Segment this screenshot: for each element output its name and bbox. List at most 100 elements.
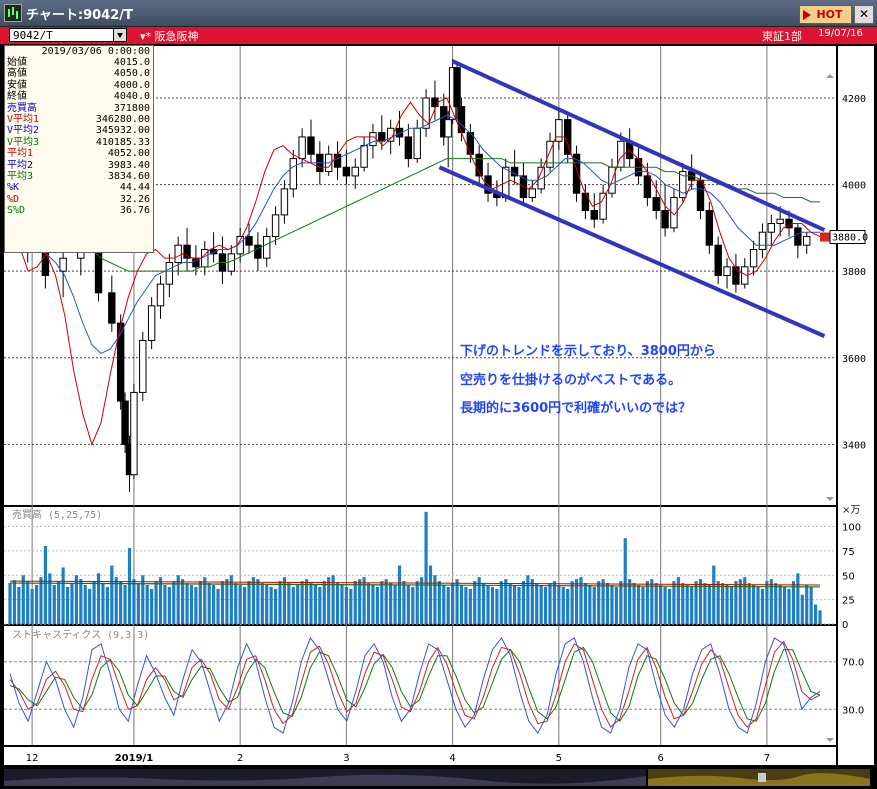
- volume-bar: [446, 586, 450, 624]
- candle-body: [661, 210, 669, 229]
- info-label: V平均3: [7, 136, 40, 148]
- candle-body: [572, 153, 581, 194]
- info-value: 32.26: [119, 193, 150, 205]
- symbol-select[interactable]: 9042/T: [9, 28, 127, 42]
- volume-bar: [30, 588, 34, 624]
- close-button[interactable]: ✕: [854, 5, 874, 24]
- volume-tick-label: 75: [842, 547, 855, 558]
- volume-bar: [769, 579, 773, 624]
- volume-bar: [548, 583, 552, 624]
- info-label: V平均2: [7, 125, 40, 137]
- stoch-tick-label: 70.0: [842, 658, 864, 669]
- volume-bar: [375, 586, 379, 624]
- chart-area[interactable]: 12 2019/1 2 3 4 5 6 7 3400 3600 3800 4000 4200 0 25 50 7…: [0, 44, 877, 789]
- candle-body: [351, 166, 359, 177]
- volume-bar: [725, 585, 729, 624]
- annotation-line-3: 長期的に3600円で利確がいいのでは？: [460, 401, 692, 416]
- stochastic-panel[interactable]: [4, 626, 836, 745]
- volume-bar: [579, 577, 583, 624]
- volume-bar: [39, 577, 43, 624]
- stoch-tick-label: 30.0: [842, 705, 864, 716]
- hot-button[interactable]: HOT: [799, 5, 852, 24]
- volume-bar: [203, 577, 207, 624]
- volume-bar: [782, 586, 787, 624]
- volume-bar: [681, 583, 685, 624]
- volume-bar: [172, 581, 176, 624]
- volume-bar: [667, 588, 672, 624]
- candle-body: [696, 179, 705, 212]
- volume-bar: [765, 581, 769, 624]
- candle-body: [116, 322, 125, 402]
- volume-bar: [787, 588, 791, 624]
- volume-bar: [729, 586, 734, 624]
- volume-bar: [119, 581, 123, 624]
- volume-bar: [752, 585, 756, 624]
- volume-bar: [796, 573, 800, 624]
- candle-body: [767, 223, 776, 233]
- info-value: 410185.33: [95, 136, 150, 148]
- candle-body: [643, 175, 652, 199]
- volume-bar: [433, 575, 437, 624]
- candle-body: [378, 132, 386, 142]
- volume-bar: [805, 585, 809, 624]
- volume-bar: [114, 577, 118, 624]
- info-value: 4050.0: [113, 68, 150, 80]
- time-scrollbar[interactable]: [0, 767, 877, 789]
- volume-bar: [818, 610, 822, 624]
- volume-bar: [406, 585, 410, 624]
- scroll-grip-icon[interactable]: [758, 773, 766, 782]
- candle-body: [422, 97, 430, 129]
- candle-body: [59, 257, 67, 272]
- volume-short-average-line: [9, 580, 821, 586]
- volume-bar: [760, 588, 765, 624]
- price-tick-label: 3800: [842, 267, 866, 278]
- info-label: 終値: [7, 91, 27, 103]
- x-tick-label: 6: [657, 753, 663, 764]
- volume-bar: [504, 579, 508, 624]
- volume-bar: [486, 585, 490, 624]
- volume-bar: [110, 565, 114, 624]
- volume-bar: [207, 583, 211, 624]
- candle-body: [147, 305, 156, 341]
- volume-bar: [220, 581, 225, 624]
- volume-bar: [703, 583, 707, 624]
- volume-bar: [690, 586, 694, 624]
- volume-bar: [181, 579, 185, 624]
- price-layer: [6, 58, 826, 493]
- volume-bar: [459, 585, 464, 624]
- info-value: 346280.00: [95, 113, 150, 125]
- candle-body: [404, 136, 413, 160]
- volume-bar: [366, 583, 371, 624]
- info-label: 安値: [7, 79, 27, 91]
- volume-bar: [641, 586, 645, 624]
- volume-tick-label: 100: [842, 523, 861, 534]
- info-label: %D: [7, 193, 20, 205]
- volume-bar: [79, 579, 83, 624]
- candle-body: [794, 227, 802, 246]
- stoch-slow-d-line: [9, 646, 821, 722]
- candle-body: [360, 145, 368, 168]
- info-label: 平均1: [7, 148, 34, 160]
- candle-body: [581, 192, 590, 212]
- volume-bar: [17, 586, 21, 624]
- volume-bar: [344, 586, 348, 624]
- axis-scroll-up-icon: [826, 74, 834, 78]
- volume-bar: [756, 586, 760, 624]
- volume-bar: [127, 547, 132, 624]
- info-label: S%D: [7, 205, 26, 217]
- volume-bar: [566, 588, 570, 624]
- x-tick-label: 7: [764, 753, 770, 764]
- chevron-down-icon[interactable]: [113, 28, 127, 42]
- candle-body: [369, 132, 377, 147]
- info-row: 終値 4040.0: [5, 91, 153, 102]
- candle-body: [537, 166, 545, 190]
- volume-bar: [141, 575, 145, 624]
- volume-bar: [654, 583, 658, 624]
- volume-bar: [145, 585, 149, 624]
- volume-bar: [650, 579, 654, 624]
- volume-tick-label: 25: [842, 596, 855, 607]
- candle-body: [386, 127, 395, 142]
- info-value: 4052.00: [107, 148, 150, 160]
- volume-bar: [269, 586, 273, 624]
- volume-bar: [384, 579, 388, 624]
